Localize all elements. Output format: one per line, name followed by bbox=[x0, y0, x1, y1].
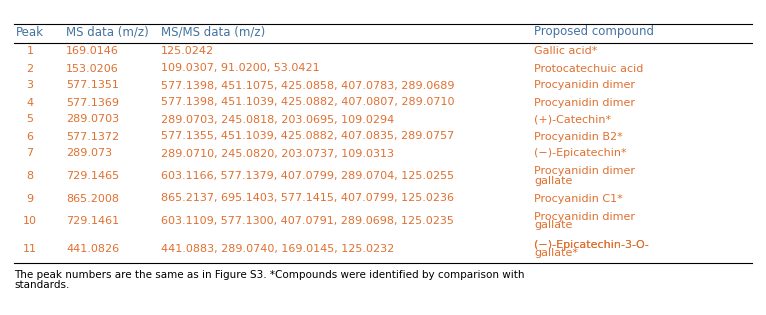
Text: 289.073: 289.073 bbox=[66, 148, 112, 158]
Text: MS/MS data (m/z): MS/MS data (m/z) bbox=[161, 26, 265, 38]
Text: 603.1166, 577.1379, 407.0799, 289.0704, 125.0255: 603.1166, 577.1379, 407.0799, 289.0704, … bbox=[161, 171, 454, 181]
Text: (−)-Epicatechin*: (−)-Epicatechin* bbox=[534, 148, 627, 158]
Text: 4: 4 bbox=[27, 98, 34, 107]
Text: 577.1372: 577.1372 bbox=[66, 131, 119, 141]
Text: The peak numbers are the same as in Figure S3. *Compounds were identified by com: The peak numbers are the same as in Figu… bbox=[14, 270, 525, 280]
Text: 865.2008: 865.2008 bbox=[66, 193, 119, 203]
Text: Procyanidin C1*: Procyanidin C1* bbox=[534, 193, 623, 203]
Text: Procyanidin dimer: Procyanidin dimer bbox=[534, 211, 635, 221]
Text: Protocatechuic acid: Protocatechuic acid bbox=[534, 64, 643, 73]
Text: Procyanidin dimer: Procyanidin dimer bbox=[534, 81, 635, 90]
Text: 153.0206: 153.0206 bbox=[66, 64, 119, 73]
Text: gallate*: gallate* bbox=[534, 249, 578, 259]
Text: 289.0703: 289.0703 bbox=[66, 114, 119, 124]
Text: 7: 7 bbox=[27, 148, 34, 158]
Text: MS data (m/z): MS data (m/z) bbox=[66, 26, 149, 38]
Text: 865.2137, 695.1403, 577.1415, 407.0799, 125.0236: 865.2137, 695.1403, 577.1415, 407.0799, … bbox=[161, 193, 454, 203]
Text: Gallic acid*: Gallic acid* bbox=[534, 47, 597, 56]
Text: 577.1398, 451.1075, 425.0858, 407.0783, 289.0689: 577.1398, 451.1075, 425.0858, 407.0783, … bbox=[161, 81, 454, 90]
Text: 109.0307, 91.0200, 53.0421: 109.0307, 91.0200, 53.0421 bbox=[161, 64, 319, 73]
Text: 441.0826: 441.0826 bbox=[66, 244, 119, 254]
Text: gallate: gallate bbox=[534, 175, 572, 186]
Text: 441.0883, 289.0740, 169.0145, 125.0232: 441.0883, 289.0740, 169.0145, 125.0232 bbox=[161, 244, 394, 254]
Text: Procyanidin dimer: Procyanidin dimer bbox=[534, 98, 635, 107]
Text: 603.1109, 577.1300, 407.0791, 289.0698, 125.0235: 603.1109, 577.1300, 407.0791, 289.0698, … bbox=[161, 216, 454, 226]
Text: Proposed compound: Proposed compound bbox=[534, 26, 654, 38]
Text: (+)-Catechin*: (+)-Catechin* bbox=[534, 114, 611, 124]
Text: Procyanidin B2*: Procyanidin B2* bbox=[534, 131, 623, 141]
Text: 289.0703, 245.0818, 203.0695, 109.0294: 289.0703, 245.0818, 203.0695, 109.0294 bbox=[161, 114, 394, 124]
Text: 11: 11 bbox=[23, 244, 37, 254]
Text: 2: 2 bbox=[27, 64, 34, 73]
Text: 169.0146: 169.0146 bbox=[66, 47, 119, 56]
Text: (−)-Epicatechin-3-Ο-: (−)-Epicatechin-3-Ο- bbox=[534, 239, 649, 249]
Text: 729.1465: 729.1465 bbox=[66, 171, 119, 181]
Text: 10: 10 bbox=[23, 216, 37, 226]
Text: 125.0242: 125.0242 bbox=[161, 47, 214, 56]
Text: 9: 9 bbox=[27, 193, 34, 203]
Text: 729.1461: 729.1461 bbox=[66, 216, 119, 226]
Text: 3: 3 bbox=[27, 81, 34, 90]
Text: 1: 1 bbox=[27, 47, 34, 56]
Text: Procyanidin dimer: Procyanidin dimer bbox=[534, 167, 635, 176]
Text: Peak: Peak bbox=[16, 26, 44, 38]
Text: 577.1369: 577.1369 bbox=[66, 98, 119, 107]
Text: gallate: gallate bbox=[534, 220, 572, 231]
Text: 577.1355, 451.1039, 425.0882, 407.0835, 289.0757: 577.1355, 451.1039, 425.0882, 407.0835, … bbox=[161, 131, 454, 141]
Text: 577.1351: 577.1351 bbox=[66, 81, 119, 90]
Text: 289.0710, 245.0820, 203.0737, 109.0313: 289.0710, 245.0820, 203.0737, 109.0313 bbox=[161, 148, 394, 158]
Text: (−)-Epicatechin-3-Ο-: (−)-Epicatechin-3-Ο- bbox=[534, 239, 649, 249]
Text: 5: 5 bbox=[27, 114, 34, 124]
Text: 8: 8 bbox=[27, 171, 34, 181]
Text: 6: 6 bbox=[27, 131, 34, 141]
Text: 577.1398, 451.1039, 425.0882, 407.0807, 289.0710: 577.1398, 451.1039, 425.0882, 407.0807, … bbox=[161, 98, 454, 107]
Text: standards.: standards. bbox=[14, 280, 70, 290]
